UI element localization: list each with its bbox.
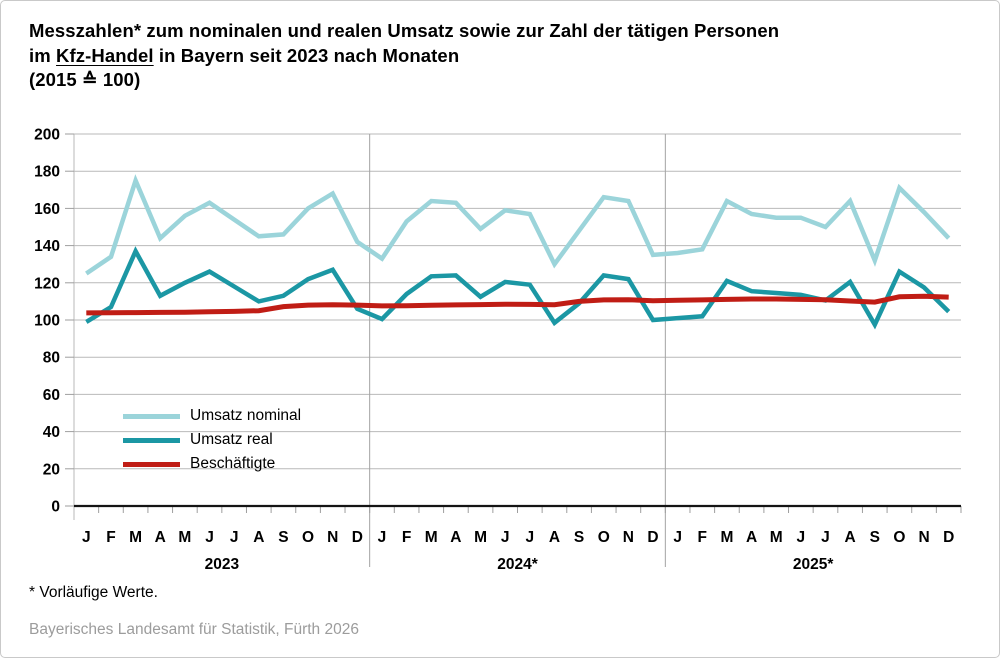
month-label: J: [230, 529, 239, 546]
y-tick-label: 40: [43, 424, 60, 441]
month-label: A: [845, 529, 856, 546]
y-tick-label: 140: [34, 238, 60, 255]
legend-swatch-umsatz-nominal: [123, 413, 180, 419]
chart-title-line2-prefix: im: [29, 44, 57, 66]
month-label: O: [598, 529, 610, 546]
month-label: J: [378, 529, 387, 546]
month-label: A: [450, 529, 461, 546]
month-label: M: [770, 529, 783, 546]
y-tick-label: 60: [43, 387, 60, 404]
month-label: J: [501, 529, 510, 546]
month-label: D: [647, 529, 658, 546]
chart-title-line3: (2015 ≙ 100): [29, 69, 141, 90]
legend-label-umsatz-real: Umsatz real: [190, 431, 273, 448]
chart-title-line2-suffix: in Bayern seit 2023 nach Monaten: [153, 44, 460, 66]
chart-title: Messzahlen* zum nominalen und realen Ums…: [29, 19, 779, 93]
year-label: 2023: [205, 556, 240, 573]
legend: Umsatz nominal Umsatz real Beschäftigte: [123, 404, 301, 476]
y-tick-label: 200: [34, 127, 60, 144]
legend-label-umsatz-nominal: Umsatz nominal: [190, 407, 302, 424]
year-label: 2024*: [497, 556, 538, 573]
legend-item-umsatz-real: Umsatz real: [123, 428, 301, 452]
month-label: J: [797, 529, 806, 546]
month-label: F: [698, 529, 707, 546]
footnote: * Vorläufige Werte.: [29, 584, 158, 601]
month-label: M: [474, 529, 487, 546]
month-label: A: [549, 529, 560, 546]
month-label: F: [106, 529, 115, 546]
month-label: M: [720, 529, 733, 546]
month-label: N: [623, 529, 634, 546]
month-label: M: [425, 529, 438, 546]
legend-item-umsatz-nominal: Umsatz nominal: [123, 404, 301, 428]
source-attribution: Bayerisches Landesamt für Statistik, Für…: [29, 621, 359, 638]
month-label: A: [155, 529, 166, 546]
month-label: J: [526, 529, 535, 546]
month-label: J: [82, 529, 91, 546]
month-label: J: [821, 529, 830, 546]
y-tick-label: 120: [34, 275, 60, 292]
series-line-beschaeftigte: [86, 293, 949, 316]
month-label: D: [943, 529, 954, 546]
month-label: O: [302, 529, 314, 546]
month-label: D: [352, 529, 363, 546]
y-tick-label: 180: [34, 164, 60, 181]
y-tick-label: 0: [51, 499, 60, 516]
legend-swatch-beschaeftigte: [123, 461, 180, 467]
month-label: N: [918, 529, 929, 546]
y-tick-label: 80: [43, 350, 60, 367]
month-label: A: [746, 529, 757, 546]
month-label: J: [673, 529, 682, 546]
y-tick-label: 20: [43, 461, 60, 478]
month-label: M: [129, 529, 142, 546]
series-line-umsatz-nominal: [85, 174, 951, 276]
month-label: S: [870, 529, 880, 546]
month-label: M: [178, 529, 191, 546]
underlined-term-kfz-handel: Kfz-Handel: [56, 44, 154, 66]
y-tick-label: 160: [34, 201, 60, 218]
y-tick-label: 100: [34, 313, 60, 330]
month-label: J: [205, 529, 214, 546]
year-label: 2025*: [793, 556, 834, 573]
chart-title-line2: im Kfz-Handel in Bayern seit 2023 nach M…: [29, 44, 779, 69]
chart-title-line1: Messzahlen* zum nominalen und realen Ums…: [29, 20, 780, 41]
month-label: F: [402, 529, 411, 546]
legend-label-beschaeftigte: Beschäftigte: [190, 455, 276, 472]
series-line-umsatz-real: [85, 246, 951, 330]
legend-item-beschaeftigte: Beschäftigte: [123, 452, 301, 476]
legend-swatch-umsatz-real: [123, 437, 180, 443]
month-label: A: [253, 529, 264, 546]
month-label: O: [893, 529, 905, 546]
month-label: S: [574, 529, 584, 546]
month-label: S: [278, 529, 288, 546]
month-label: N: [327, 529, 338, 546]
